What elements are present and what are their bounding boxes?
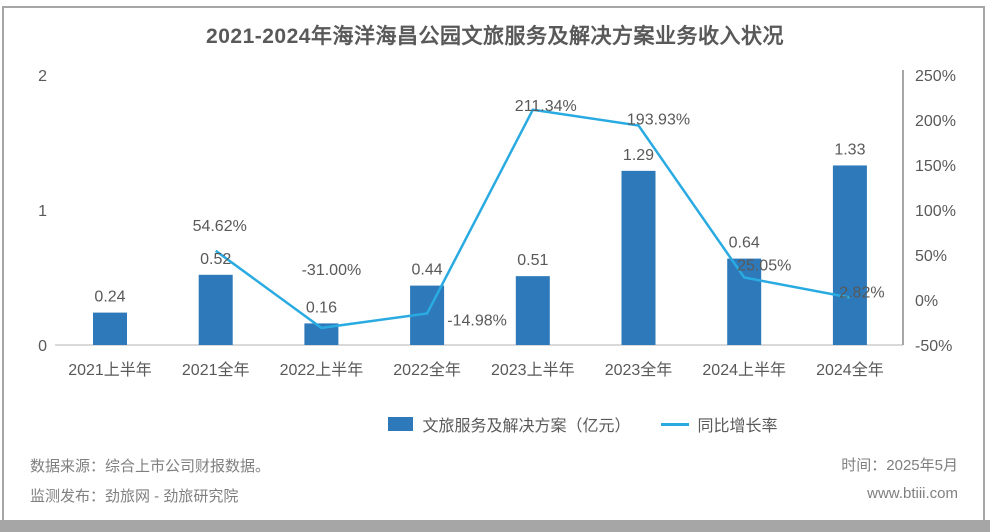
- left-axis-tick-label: 2: [38, 68, 47, 85]
- category-label: 2021上半年: [68, 361, 152, 379]
- bar-value-label: 0.51: [517, 252, 548, 269]
- legend-bar-series-label: 文旅服务及解决方案（亿元）: [422, 418, 631, 435]
- category-label: 2024上半年: [702, 361, 786, 379]
- chart-title: 2021-2024年海洋海昌公园文旅服务及解决方案业务收入状况: [206, 25, 784, 48]
- revenue-bar: [198, 274, 233, 345]
- left-axis-tick-label: 1: [38, 203, 47, 220]
- chart-plot-area: 2 1 0 250% 200% 150% 100% 50% 0% -50% 2021上半年 2021全…: [0, 55, 990, 400]
- growth-rate-label: -14.98%: [447, 312, 507, 329]
- bar-value-label: 0.24: [94, 289, 125, 306]
- bar-value-label: 1.29: [623, 147, 654, 164]
- growth-rate-label: 193.93%: [627, 111, 690, 128]
- bar-series-swatch-icon: [388, 417, 414, 431]
- bar-value-label: 0.52: [200, 251, 231, 268]
- legend-line-series-label: 同比增长率: [697, 418, 778, 435]
- right-axis-tick-label: 250%: [915, 68, 956, 85]
- revenue-bar: [727, 258, 762, 345]
- footer-source-block: 数据来源：综合上市公司财报数据。 监测发布：劲旅网 - 劲旅研究院: [30, 452, 270, 512]
- revenue-bar: [93, 312, 127, 345]
- bar-value-label: 0.64: [729, 235, 760, 252]
- right-axis-tick-label: 50%: [915, 248, 947, 265]
- category-label: 2021全年: [182, 361, 250, 379]
- legend-item-line-series: 同比增长率: [660, 412, 778, 436]
- bar-value-label: 1.33: [834, 141, 865, 158]
- left-axis-tick-label: 0: [38, 338, 47, 355]
- revenue-combo-chart: 2 1 0 250% 200% 150% 100% 50% 0% -50% 2021上半年 2021全…: [38, 68, 956, 379]
- legend-item-bar-series: 文旅服务及解决方案（亿元）: [388, 412, 631, 436]
- data-source-line: 数据来源：综合上市公司财报数据。: [30, 458, 271, 475]
- growth-rate-label: 211.34%: [515, 98, 577, 115]
- category-label: 2022上半年: [280, 361, 364, 379]
- growth-rate-label: -31.00%: [302, 262, 362, 279]
- growth-rate-line: [214, 108, 851, 330]
- right-axis-tick-label: 150%: [915, 158, 956, 175]
- website-line: www.btiii.com: [867, 485, 958, 502]
- category-label: 2023上半年: [491, 361, 575, 379]
- bottom-gray-bar: [0, 520, 990, 532]
- revenue-bar: [304, 323, 339, 345]
- chart-legend: 文旅服务及解决方案（亿元） 同比增长率: [88, 412, 990, 436]
- publisher-line: 监测发布：劲旅网 - 劲旅研究院: [30, 488, 239, 505]
- bar-value-label: 0.16: [306, 299, 337, 316]
- revenue-bar: [621, 170, 656, 345]
- time-line: 时间：2025年5月: [841, 457, 958, 474]
- category-label: 2024全年: [816, 361, 884, 379]
- line-series-swatch-icon: [660, 422, 689, 426]
- right-axis-tick-label: 100%: [915, 203, 956, 220]
- right-axis-tick-label: 200%: [915, 113, 956, 130]
- right-axis-tick-label: 0%: [915, 293, 938, 310]
- category-label: 2023全年: [605, 361, 673, 379]
- growth-rate-label: 2.82%: [839, 284, 884, 301]
- revenue-bar: [515, 276, 550, 345]
- category-label: 2022全年: [393, 361, 461, 379]
- growth-rate-label: 54.62%: [193, 218, 247, 235]
- growth-rate-label: 25.05%: [737, 257, 791, 274]
- bar-value-label: 0.44: [412, 262, 443, 279]
- revenue-bar: [832, 165, 867, 345]
- footer-meta-block: 时间：2025年5月 www.btiii.com: [841, 452, 958, 508]
- right-axis-tick-label: -50%: [915, 338, 952, 355]
